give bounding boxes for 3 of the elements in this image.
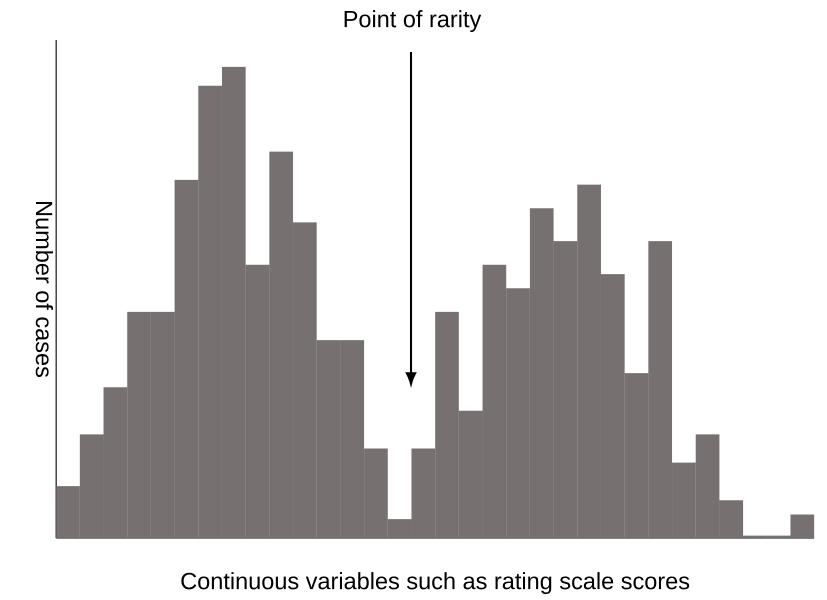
text: Point of rarity [344,10,482,32]
x-axis-title: Continuous variables such as rating scale scores [181,572,690,594]
y-axis-title: Number of cases [36,202,54,378]
